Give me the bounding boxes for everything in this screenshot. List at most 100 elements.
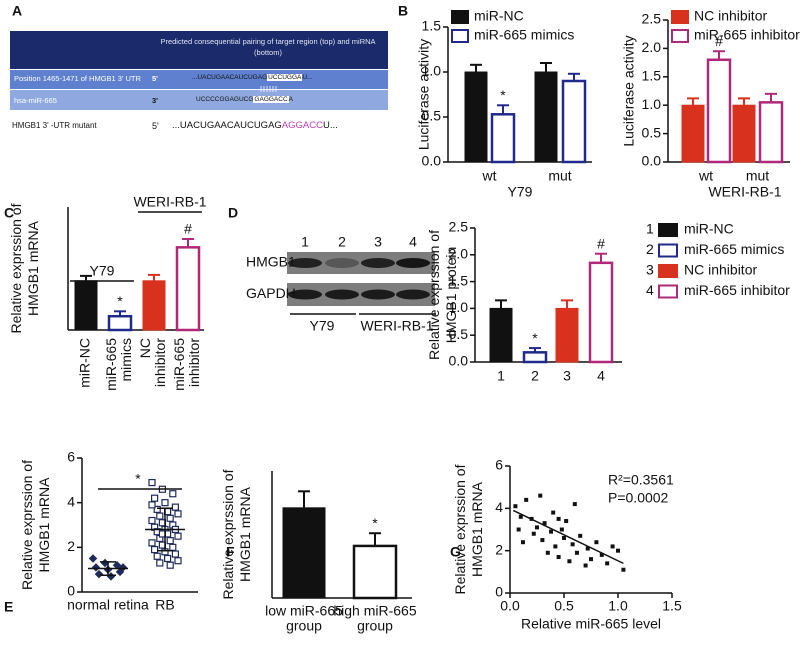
data-point (567, 559, 572, 564)
trend-line (512, 509, 624, 565)
data-point (171, 525, 179, 534)
y-tick-label: 2.0 (449, 246, 469, 262)
table-header: Predicted consequential pairing of targe… (160, 37, 376, 57)
y-tick-label: 6 (495, 457, 503, 473)
blot-group-label: WERI-RB-1 (360, 318, 433, 334)
data-point (169, 490, 177, 498)
x-tick-label: 0.0 (500, 598, 520, 614)
sequence-seed: UCCUGGA (267, 74, 303, 81)
x-tick-label: wt (482, 168, 497, 184)
data-point (524, 497, 529, 502)
data-point (106, 572, 116, 581)
x-tick-label: 1.5 (662, 598, 682, 614)
y-tick-label: 0.5 (449, 326, 469, 342)
blot-group-label: Y79 (310, 318, 335, 334)
y-tick-label: 4 (495, 499, 503, 515)
bar (490, 113, 516, 164)
sequence-seed: GAGGACC (253, 96, 289, 103)
x-tick-label: 1.0 (608, 598, 628, 614)
legend-label: miR-NC (684, 221, 734, 237)
sequence-part: U... (302, 74, 313, 81)
legend-label: NC inhibitor (684, 262, 757, 278)
x-axis-label: Relative miR-665 level (521, 616, 661, 632)
y-axis-label: Relative exprssion of (426, 230, 442, 360)
blot-band (325, 289, 359, 300)
data-point (151, 494, 159, 502)
data-point (91, 563, 101, 572)
legend-label: miR-665 inhibitor (684, 282, 790, 298)
y-axis-label: Relative exprssion of (452, 464, 468, 594)
data-point (103, 565, 113, 574)
data-point (158, 530, 166, 538)
data-point (158, 485, 166, 493)
x-tick-label: group (286, 618, 322, 634)
legend-number: 4 (646, 282, 654, 298)
y-tick-label: 1.0 (449, 299, 469, 315)
bar (681, 104, 705, 163)
legend-label: NC inhibitor (694, 8, 767, 24)
data-point (148, 516, 156, 525)
x-axis-label: Y79 (508, 184, 533, 200)
sequence: UCCCCGGAGUCGGAGGACCA (196, 96, 293, 103)
data-point (518, 514, 523, 519)
legend-swatch (451, 10, 469, 24)
x-axis-label: WERI-RB-1 (708, 184, 781, 200)
data-point (151, 545, 159, 554)
data-point (164, 508, 172, 516)
sequence: ...UACUGAACAUCUGAGAGGACCU... (172, 120, 338, 131)
data-point (161, 548, 169, 556)
x-tick-label: high miR-665 (333, 603, 416, 619)
data-point (148, 501, 156, 509)
x-tick-label: low miR-665 (265, 603, 343, 619)
legend-number: 3 (646, 262, 654, 278)
blot-band (396, 258, 430, 268)
data-point (88, 554, 98, 563)
data-point (610, 544, 615, 549)
y-tick-label: 6 (67, 449, 75, 465)
legend-number: 1 (646, 221, 654, 237)
y-axis-label: Relative exprssion of (220, 469, 236, 599)
data-point (171, 550, 179, 558)
row-label: hsa-miR-665 (14, 96, 57, 105)
legend-swatch (658, 243, 678, 258)
bar (732, 104, 756, 163)
row-label: Position 1465-1471 of HMGB1 3' UTR (14, 74, 141, 83)
blot-row-label: HMGB1 (246, 254, 296, 270)
bar (534, 71, 558, 163)
annotation: * (117, 293, 123, 309)
legend-number: 2 (646, 241, 654, 257)
lane-label: 3 (374, 234, 382, 250)
y-tick-label: 2.5 (449, 219, 469, 235)
y-tick-label: 4 (67, 493, 75, 509)
data-point (570, 542, 575, 547)
x-tick-label: wt (698, 168, 713, 184)
x-tick-label: RB (155, 597, 174, 613)
data-point (574, 550, 579, 555)
bar (555, 307, 579, 363)
row-label: HMGB1 3' -UTR mutant (12, 121, 97, 130)
y-axis-label: HMGB1 mRNA (237, 486, 253, 582)
stat-label: R²=0.3561 (608, 472, 674, 488)
legend-swatch (658, 264, 678, 278)
blot-band (361, 258, 395, 268)
bar (142, 280, 166, 331)
bar (107, 314, 133, 332)
data-point (621, 567, 626, 572)
annotation: * (135, 471, 141, 487)
lane-label: 1 (301, 234, 309, 250)
data-point (513, 504, 518, 509)
sequence-part: ...UACUGAACAUCUGAG (192, 74, 268, 81)
data-point (616, 548, 620, 553)
x-tick-label: 2 (531, 368, 539, 384)
bar (282, 507, 326, 599)
data-point (166, 514, 174, 522)
row-end: 5' (152, 74, 158, 83)
data-point (148, 539, 156, 547)
y-tick-label: 0.0 (449, 353, 469, 369)
data-point (516, 527, 521, 532)
y-tick-label: 0 (495, 584, 503, 600)
y-tick-label: 0.0 (422, 153, 442, 169)
annotation: # (184, 221, 192, 237)
data-point (556, 516, 561, 521)
